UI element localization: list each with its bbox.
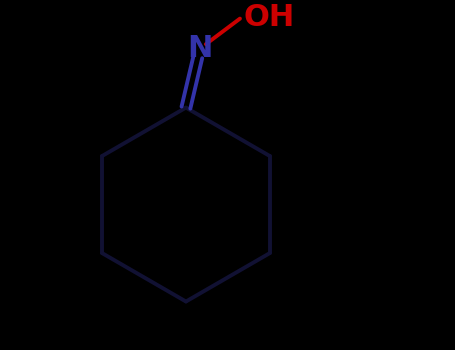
Text: N: N [187,34,212,63]
Text: OH: OH [243,3,294,32]
